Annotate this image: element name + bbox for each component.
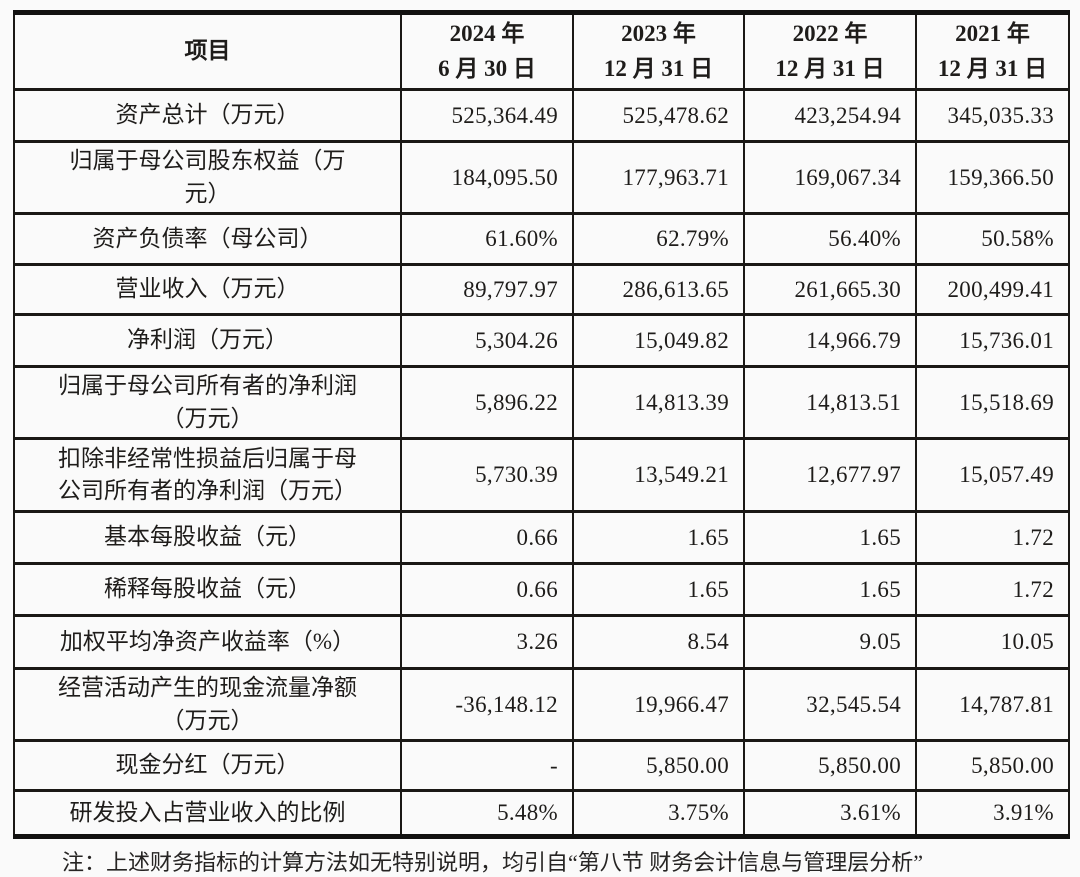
value-cell: 1.65	[572, 510, 745, 565]
value-cell: 345,035.33	[915, 88, 1070, 143]
value-cell: 200,499.41	[915, 263, 1070, 316]
value-cell: 1.72	[915, 562, 1070, 617]
row-label: 扣除非经常性损益后归属于母 公司所有者的净利润（万元）	[13, 437, 402, 513]
value-cell: 3.26	[400, 614, 574, 670]
value-cell: 1.72	[915, 510, 1070, 565]
table-row: 扣除非经常性损益后归属于母 公司所有者的净利润（万元） 5,730.39 13,…	[13, 437, 1070, 513]
value-cell: 8.54	[572, 614, 745, 670]
value-cell: 3.75%	[572, 789, 745, 838]
value-cell: 15,057.49	[915, 437, 1070, 513]
value-cell: 159,366.50	[915, 140, 1070, 215]
value-cell: 89,797.97	[400, 263, 574, 316]
column-header-2023: 2023 年 12 月 31 日	[572, 11, 745, 91]
table-body: 资产总计（万元） 525,364.49 525,478.62 423,254.9…	[13, 88, 1070, 838]
row-label: 资产负债率（母公司）	[13, 212, 402, 266]
table-row: 净利润（万元） 5,304.26 15,049.82 14,966.79 15,…	[13, 313, 1070, 368]
value-cell: 3.61%	[743, 789, 917, 838]
value-cell: 0.66	[400, 510, 574, 565]
table-row: 归属于母公司股东权益（万 元） 184,095.50 177,963.71 16…	[13, 140, 1070, 215]
value-cell: 1.65	[743, 510, 917, 565]
value-cell: 5,896.22	[400, 365, 574, 440]
value-cell: 61.60%	[400, 212, 574, 266]
value-cell: 177,963.71	[572, 140, 745, 215]
row-label: 现金分红（万元）	[13, 739, 402, 792]
value-cell: 423,254.94	[743, 88, 917, 143]
value-cell: 5,730.39	[400, 437, 574, 513]
column-header-2021: 2021 年 12 月 31 日	[915, 11, 1070, 91]
financial-indicators-table: 项目 2024 年 6 月 30 日 2023 年 12 月 31 日 2022…	[13, 10, 1070, 839]
row-label: 归属于母公司所有者的净利润 （万元）	[13, 365, 402, 440]
value-cell: 15,049.82	[572, 313, 745, 368]
table-row: 资产负债率（母公司） 61.60% 62.79% 56.40% 50.58%	[13, 212, 1070, 266]
value-cell: 3.91%	[915, 789, 1070, 838]
value-cell: 10.05	[915, 614, 1070, 670]
value-cell: 5,850.00	[915, 739, 1070, 792]
table-row: 研发投入占营业收入的比例 5.48% 3.75% 3.61% 3.91%	[13, 789, 1070, 838]
table-row: 基本每股收益（元） 0.66 1.65 1.65 1.72	[13, 510, 1070, 565]
value-cell: 62.79%	[572, 212, 745, 266]
column-header-2022: 2022 年 12 月 31 日	[743, 11, 917, 91]
value-cell: 169,067.34	[743, 140, 917, 215]
row-label: 研发投入占营业收入的比例	[13, 789, 402, 838]
table-header: 项目 2024 年 6 月 30 日 2023 年 12 月 31 日 2022…	[13, 11, 1070, 91]
table-row: 加权平均净资产收益率（%） 3.26 8.54 9.05 10.05	[13, 614, 1070, 670]
row-label: 加权平均净资产收益率（%）	[13, 614, 402, 670]
footnote: 注：上述财务指标的计算方法如无特别说明，均引自“第八节 财务会计信息与管理层分析…	[62, 850, 924, 875]
value-cell: 5,850.00	[572, 739, 745, 792]
value-cell: 286,613.65	[572, 263, 745, 316]
row-label: 净利润（万元）	[13, 313, 402, 368]
value-cell: 32,545.54	[743, 667, 917, 742]
column-header-item: 项目	[13, 11, 402, 91]
value-cell: 19,966.47	[572, 667, 745, 742]
value-cell: 1.65	[743, 562, 917, 617]
row-label: 营业收入（万元）	[13, 263, 402, 316]
value-cell: 261,665.30	[743, 263, 917, 316]
header-row: 项目 2024 年 6 月 30 日 2023 年 12 月 31 日 2022…	[13, 11, 1070, 91]
document-page: { "page": { "background": "#fafafa", "te…	[13, 10, 1070, 875]
row-label: 基本每股收益（元）	[13, 510, 402, 565]
value-cell: 5,304.26	[400, 313, 574, 368]
table-row: 营业收入（万元） 89,797.97 286,613.65 261,665.30…	[13, 263, 1070, 316]
value-cell: 12,677.97	[743, 437, 917, 513]
value-cell: 14,966.79	[743, 313, 917, 368]
value-cell: 9.05	[743, 614, 917, 670]
value-cell: 5,850.00	[743, 739, 917, 792]
row-label: 资产总计（万元）	[13, 88, 402, 143]
row-label: 归属于母公司股东权益（万 元）	[13, 140, 402, 215]
value-cell: 525,478.62	[572, 88, 745, 143]
value-cell: 1.65	[572, 562, 745, 617]
value-cell: -	[400, 739, 574, 792]
value-cell: 14,813.51	[743, 365, 917, 440]
value-cell: -36,148.12	[400, 667, 574, 742]
row-label: 经营活动产生的现金流量净额 （万元）	[13, 667, 402, 742]
value-cell: 15,518.69	[915, 365, 1070, 440]
table-row: 现金分红（万元） - 5,850.00 5,850.00 5,850.00	[13, 739, 1070, 792]
value-cell: 14,813.39	[572, 365, 745, 440]
table-row: 资产总计（万元） 525,364.49 525,478.62 423,254.9…	[13, 88, 1070, 143]
value-cell: 5.48%	[400, 789, 574, 838]
value-cell: 13,549.21	[572, 437, 745, 513]
table-row: 经营活动产生的现金流量净额 （万元） -36,148.12 19,966.47 …	[13, 667, 1070, 742]
value-cell: 525,364.49	[400, 88, 574, 143]
value-cell: 56.40%	[743, 212, 917, 266]
column-header-2024: 2024 年 6 月 30 日	[400, 11, 574, 91]
value-cell: 14,787.81	[915, 667, 1070, 742]
value-cell: 184,095.50	[400, 140, 574, 215]
row-label: 稀释每股收益（元）	[13, 562, 402, 617]
value-cell: 50.58%	[915, 212, 1070, 266]
value-cell: 15,736.01	[915, 313, 1070, 368]
table-row: 稀释每股收益（元） 0.66 1.65 1.65 1.72	[13, 562, 1070, 617]
table-row: 归属于母公司所有者的净利润 （万元） 5,896.22 14,813.39 14…	[13, 365, 1070, 440]
value-cell: 0.66	[400, 562, 574, 617]
